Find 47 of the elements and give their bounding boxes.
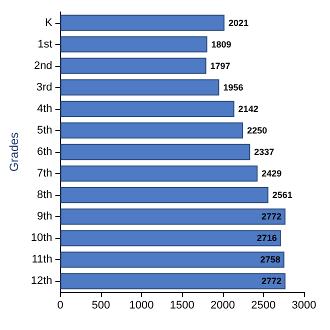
y-tick-label: 2nd (34, 60, 52, 72)
bar (60, 79, 220, 96)
y-tick-label: 11th (32, 254, 52, 266)
bar (60, 122, 244, 139)
x-tick-label: 3000 (292, 300, 316, 312)
data-label: 2758 (260, 254, 280, 265)
y-tick-label: 5th (37, 124, 52, 136)
data-label: 2429 (262, 168, 282, 179)
bar (60, 14, 224, 31)
y-axis-title: Grades (7, 132, 21, 172)
x-tick-label: 2000 (210, 300, 236, 312)
y-tick-label: 6th (37, 146, 52, 158)
y-tick-label: 10th (30, 232, 52, 244)
data-label: 2772 (261, 212, 282, 222)
data-label: 1956 (223, 82, 244, 92)
y-tick-label: 1st (38, 38, 52, 50)
data-label: 2021 (228, 18, 249, 28)
x-tick-label: 1000 (129, 300, 154, 312)
x-tick-label: 2500 (251, 300, 276, 312)
y-tick-label: 12th (30, 275, 52, 288)
y-tick-label: 7th (37, 168, 52, 180)
bar (60, 144, 250, 160)
x-tick-label: 0 (57, 300, 64, 312)
x-tick-label: 500 (92, 300, 110, 312)
bar (60, 252, 284, 268)
bar (60, 230, 281, 246)
bar (60, 165, 258, 182)
x-tick-label: 1500 (170, 300, 194, 312)
data-label: 1809 (211, 39, 232, 50)
bar (60, 100, 234, 117)
y-tick-label: 4th (37, 102, 52, 115)
bar (60, 273, 286, 290)
bar (60, 58, 206, 74)
y-tick-label: 9th (37, 210, 52, 223)
y-tick-label: 8th (37, 189, 52, 202)
y-tick-label: K (44, 16, 53, 29)
data-label: 1797 (210, 60, 230, 71)
data-label: 2716 (256, 233, 277, 244)
data-label: 2337 (254, 147, 274, 157)
bar (60, 208, 286, 225)
data-label: 2561 (272, 190, 292, 200)
data-label: 2772 (261, 276, 282, 286)
data-label: 2142 (238, 104, 258, 114)
bar (60, 36, 208, 52)
y-tick-label: 3rd (36, 81, 52, 94)
data-label: 2250 (247, 125, 268, 136)
bar (60, 187, 268, 204)
